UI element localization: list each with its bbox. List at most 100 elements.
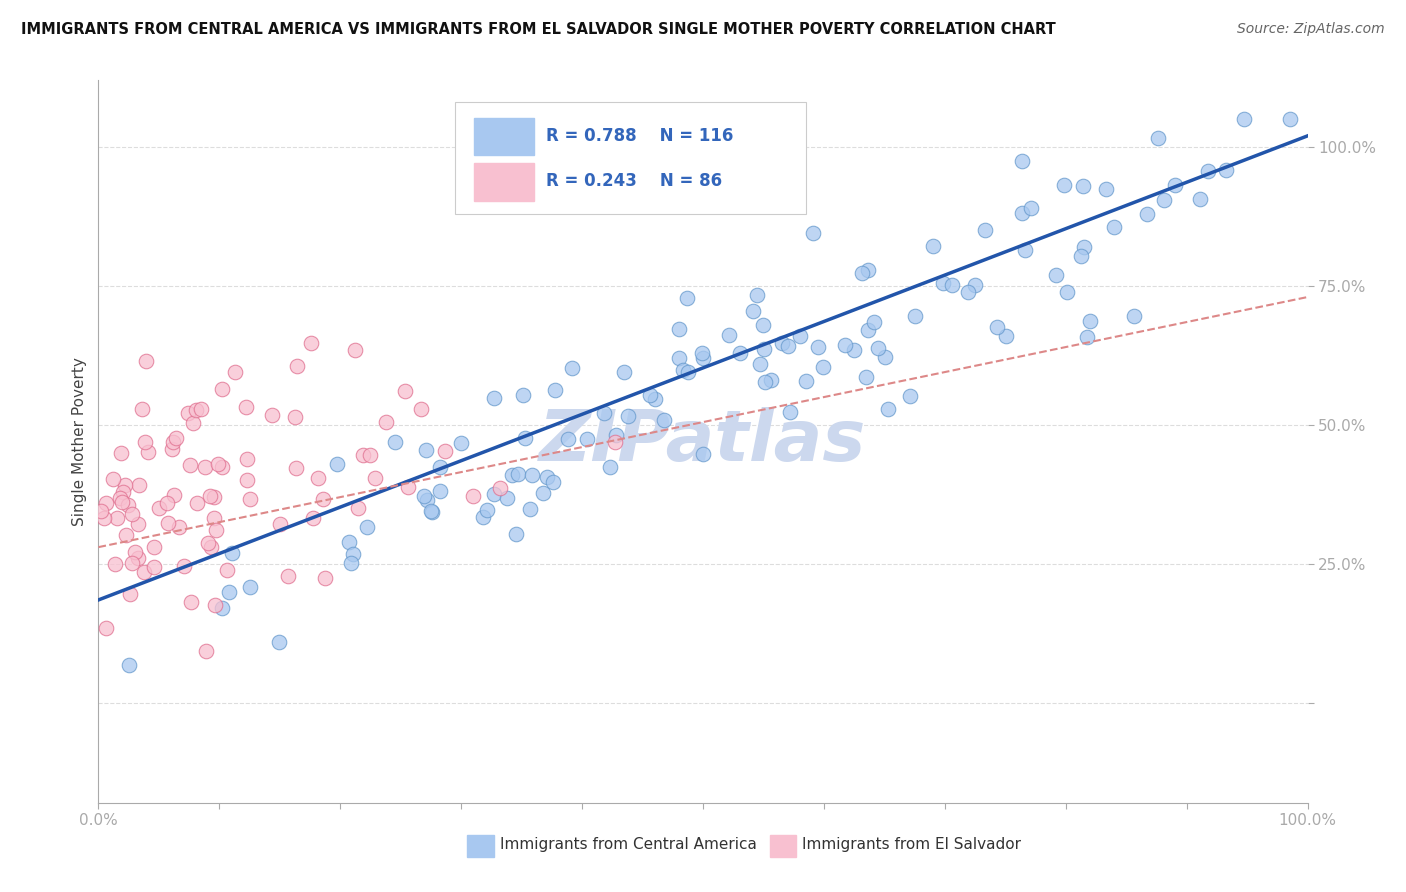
Point <box>115 528 138 542</box>
Point <box>956 285 979 299</box>
Point <box>922 238 945 252</box>
Point <box>204 598 226 612</box>
Point <box>515 431 537 445</box>
Text: ZIPatlas: ZIPatlas <box>540 407 866 476</box>
Point <box>262 408 284 422</box>
Point <box>1056 285 1078 300</box>
Point <box>269 516 291 531</box>
Point <box>617 409 640 423</box>
Point <box>652 413 675 427</box>
Point <box>307 471 329 485</box>
Point <box>519 501 541 516</box>
Point <box>128 478 150 492</box>
Point <box>217 563 239 577</box>
Point <box>752 318 775 333</box>
Point <box>1215 162 1237 177</box>
Point <box>420 504 443 518</box>
Point <box>287 359 309 374</box>
Point <box>1136 206 1159 220</box>
Point <box>195 644 218 658</box>
Point <box>1011 154 1033 169</box>
Point <box>394 384 416 399</box>
Point <box>190 402 212 417</box>
Point <box>752 343 775 357</box>
Point <box>352 448 374 462</box>
Point <box>512 388 534 402</box>
Point <box>672 362 695 376</box>
Point <box>858 262 880 277</box>
Point <box>505 526 527 541</box>
Point <box>1164 178 1187 192</box>
Point <box>218 584 240 599</box>
Point <box>856 323 879 337</box>
Point <box>239 491 262 506</box>
Text: R = 0.243    N = 86: R = 0.243 N = 86 <box>546 172 721 190</box>
Point <box>167 519 190 533</box>
Point <box>340 557 363 571</box>
Point <box>536 470 558 484</box>
Point <box>471 509 494 524</box>
Point <box>450 436 472 450</box>
Point <box>111 485 134 500</box>
Point <box>202 511 225 525</box>
Point <box>506 467 529 482</box>
Point <box>284 410 307 425</box>
Point <box>429 484 451 499</box>
Point <box>186 495 208 509</box>
Point <box>748 358 770 372</box>
Point <box>179 458 201 472</box>
Point <box>668 351 690 365</box>
Point <box>396 480 419 494</box>
Point <box>156 496 179 510</box>
Point <box>1078 314 1101 328</box>
Bar <box>467 835 494 857</box>
Point <box>121 507 143 521</box>
Point <box>104 558 127 572</box>
Point <box>1122 309 1144 323</box>
Point <box>415 442 437 457</box>
Point <box>134 434 156 449</box>
Point <box>692 447 714 461</box>
Point <box>409 402 432 417</box>
Point <box>205 523 228 537</box>
Point <box>1278 112 1301 127</box>
Point <box>638 388 661 402</box>
Point <box>676 291 699 305</box>
Point <box>384 434 406 449</box>
Point <box>851 266 873 280</box>
Point <box>239 580 262 594</box>
Point <box>93 511 115 525</box>
Point <box>605 434 627 449</box>
Point <box>776 339 799 353</box>
Point <box>124 545 146 559</box>
Point <box>1011 206 1033 220</box>
Point <box>477 503 499 517</box>
Point <box>236 452 259 467</box>
Point <box>180 595 202 609</box>
Point <box>1073 240 1095 254</box>
Point <box>211 382 233 396</box>
Point <box>200 541 222 555</box>
Text: Immigrants from Central America: Immigrants from Central America <box>501 838 756 852</box>
Point <box>965 277 987 292</box>
Point <box>811 359 834 374</box>
Point <box>132 565 155 579</box>
Point <box>211 459 233 474</box>
Point <box>235 473 257 487</box>
Point <box>429 460 451 475</box>
Point <box>142 560 165 574</box>
Point <box>605 427 627 442</box>
Point <box>326 458 349 472</box>
Point <box>96 496 118 510</box>
Point <box>184 402 207 417</box>
Point <box>356 520 378 534</box>
Point <box>359 449 381 463</box>
Point <box>127 517 149 532</box>
Point <box>121 557 143 571</box>
Point <box>613 365 636 379</box>
Point <box>342 547 364 561</box>
Point <box>742 304 765 318</box>
Point <box>1014 243 1036 257</box>
Point <box>544 384 567 398</box>
Point <box>94 621 117 635</box>
